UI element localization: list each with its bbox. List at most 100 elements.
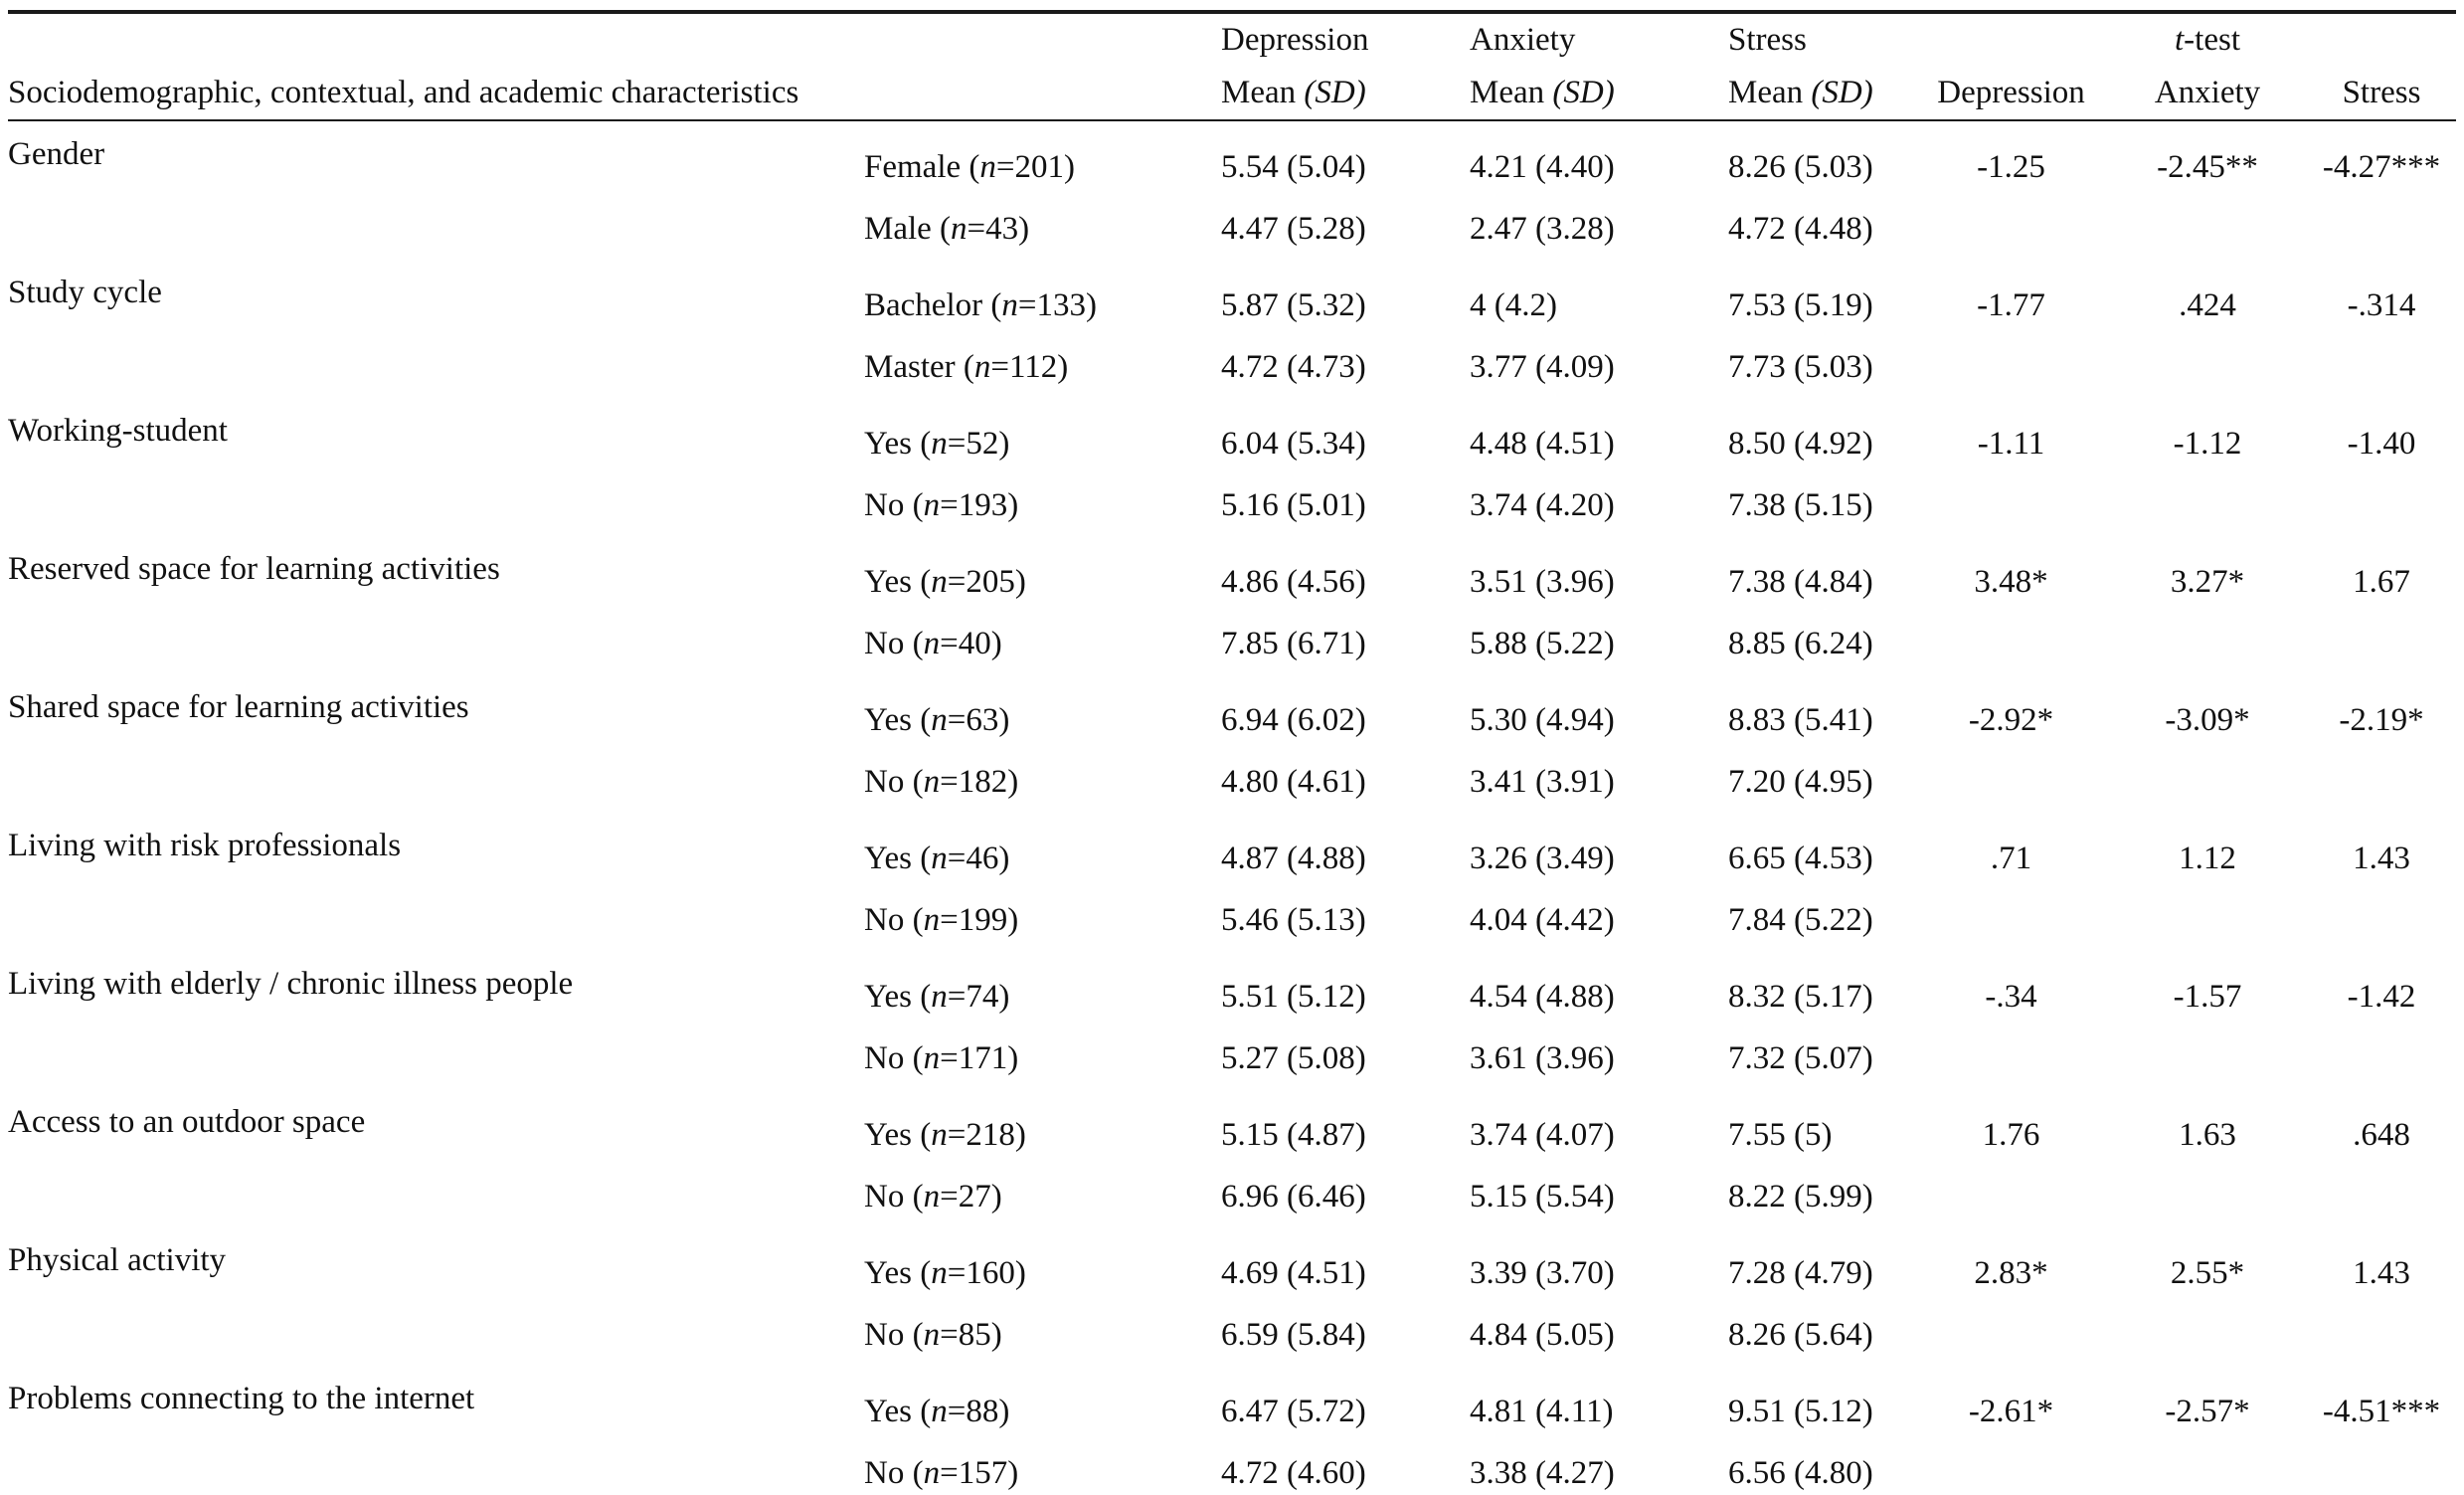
header-spacer <box>2307 12 2456 67</box>
t-stress-cell: -1.40 <box>2347 425 2416 462</box>
t-depression-cell: -2.61* <box>1968 1393 2054 1429</box>
anxiety-mean-cell: 3.39 (3.70) <box>1470 1254 1615 1291</box>
header-characteristics: Sociodemographic, contextual, and academ… <box>8 67 1213 121</box>
t-anxiety-cell: 3.27* <box>2170 563 2245 600</box>
stress-mean-cell: 7.84 (5.22) <box>1728 901 1873 938</box>
t-stress-cell <box>2307 1028 2456 1089</box>
depression-mean-cell: 6.04 (5.34) <box>1221 425 1366 462</box>
stress-mean-cell: 8.26 (5.64) <box>1728 1316 1873 1353</box>
n-symbol: n <box>931 563 948 600</box>
group-cell: No (n=182) <box>864 763 1019 800</box>
mean-label: Mean <box>1728 75 1804 110</box>
table-row: No (n=171) 5.27 (5.08) 3.61 (3.96) 7.32 (5.… <box>8 1028 2456 1089</box>
header-anxiety-mean-sd: Mean (SD) <box>1462 67 1720 121</box>
table-row: Gender Female (n=201) 5.54 (5.04) 4.21 (4.4… <box>8 120 2456 198</box>
t-anxiety-cell: 2.55* <box>2170 1254 2245 1291</box>
depression-mean-cell: 4.72 (4.73) <box>1221 348 1366 385</box>
t-stress-cell <box>2307 889 2456 951</box>
header-t-anxiety: Anxiety <box>2108 67 2307 121</box>
n-symbol: n <box>923 763 941 800</box>
anxiety-mean-cell: 4.54 (4.88) <box>1470 978 1615 1015</box>
anxiety-mean-cell: 2.47 (3.28) <box>1470 210 1615 247</box>
stress-mean-cell: 7.53 (5.19) <box>1728 286 1873 323</box>
mean-label: Mean <box>1470 75 1545 110</box>
stress-mean-cell: 8.26 (5.03) <box>1728 148 1873 185</box>
mean-label: Mean <box>1221 75 1297 110</box>
group-cell: Yes (n=160) <box>864 1254 1026 1291</box>
t-stress-cell <box>2307 1442 2456 1495</box>
header-spacer <box>8 12 864 67</box>
depression-mean-cell: 5.87 (5.32) <box>1221 286 1366 323</box>
t-stress-cell: 1.43 <box>2353 1254 2410 1291</box>
header-stress-scale: Stress <box>1728 22 1807 58</box>
t-anxiety-cell <box>2108 751 2307 813</box>
stress-mean-cell: 7.32 (5.07) <box>1728 1039 1873 1076</box>
n-symbol: n <box>1001 286 1018 323</box>
n-symbol: n <box>931 1254 948 1291</box>
characteristic-cell: Access to an outdoor space <box>8 1104 366 1140</box>
depression-mean-cell: 5.54 (5.04) <box>1221 148 1366 185</box>
anxiety-mean-cell: 3.74 (4.07) <box>1470 1116 1615 1153</box>
depression-mean-cell: 4.80 (4.61) <box>1221 763 1366 800</box>
t-anxiety-cell: 1.63 <box>2179 1116 2236 1153</box>
anxiety-mean-cell: 3.77 (4.09) <box>1470 348 1615 385</box>
header-row-groups: Depression Anxiety Stress t-test <box>8 12 2456 67</box>
stress-mean-cell: 8.32 (5.17) <box>1728 978 1873 1015</box>
group-cell: Yes (n=205) <box>864 563 1026 600</box>
anxiety-mean-cell: 3.38 (4.27) <box>1470 1454 1615 1491</box>
t-anxiety-cell <box>2108 336 2307 398</box>
group-cell: Bachelor (n=133) <box>864 286 1097 323</box>
t-stress-cell: 1.67 <box>2353 563 2410 600</box>
stress-mean-cell: 9.51 (5.12) <box>1728 1393 1873 1429</box>
group-cell: Yes (n=46) <box>864 840 1010 876</box>
group-cell: No (n=27) <box>864 1178 1002 1215</box>
n-symbol: n <box>923 486 941 523</box>
t-anxiety-cell <box>2108 1166 2307 1227</box>
n-symbol: n <box>931 701 948 738</box>
statistics-table: Depression Anxiety Stress t-test Sociode… <box>8 10 2456 1495</box>
header-spacer <box>864 12 1213 67</box>
t-stress-cell: -4.51*** <box>2322 1393 2441 1429</box>
t-anxiety-cell: .424 <box>2179 286 2236 323</box>
t-depression-cell <box>1914 1304 2108 1366</box>
depression-mean-cell: 4.86 (4.56) <box>1221 563 1366 600</box>
depression-mean-cell: 5.27 (5.08) <box>1221 1039 1366 1076</box>
group-cell: Male (n=43) <box>864 210 1030 247</box>
t-stress-cell: -1.42 <box>2347 978 2416 1015</box>
header-t-depression: Depression <box>1914 67 2108 121</box>
t-anxiety-cell: -2.57* <box>2165 1393 2250 1429</box>
t-stress-cell <box>2307 1304 2456 1366</box>
t-depression-cell <box>1914 1028 2108 1089</box>
table-row: Reserved space for learning activities Ye… <box>8 536 2456 613</box>
stress-mean-cell: 7.28 (4.79) <box>1728 1254 1873 1291</box>
characteristic-cell: Gender <box>8 136 105 172</box>
characteristic-cell: Working-student <box>8 413 228 449</box>
t-anxiety-cell: -2.45** <box>2157 148 2258 185</box>
stress-mean-cell: 7.55 (5) <box>1728 1116 1833 1153</box>
t-stress-cell <box>2307 751 2456 813</box>
table-row: Male (n=43) 4.47 (5.28) 2.47 (3.28) 4.72 (4… <box>8 198 2456 260</box>
depression-mean-cell: 5.16 (5.01) <box>1221 486 1366 523</box>
n-symbol: n <box>931 1116 948 1153</box>
t-stress-cell: -4.27*** <box>2322 148 2441 185</box>
anxiety-mean-cell: 4.48 (4.51) <box>1470 425 1615 462</box>
characteristic-cell: Shared space for learning activities <box>8 689 469 725</box>
header-row-columns: Sociodemographic, contextual, and academ… <box>8 67 2456 121</box>
depression-mean-cell: 6.47 (5.72) <box>1221 1393 1366 1429</box>
stress-mean-cell: 8.83 (5.41) <box>1728 701 1873 738</box>
t-depression-cell: -1.25 <box>1977 148 2045 185</box>
t-anxiety-cell <box>2108 613 2307 674</box>
stress-mean-cell: 8.85 (6.24) <box>1728 625 1873 661</box>
t-depression-cell <box>1914 613 2108 674</box>
t-depression-cell <box>1914 751 2108 813</box>
t-stress-cell <box>2307 336 2456 398</box>
t-stress-cell: .648 <box>2353 1116 2410 1153</box>
group-cell: Yes (n=218) <box>864 1116 1026 1153</box>
characteristic-cell: Physical activity <box>8 1242 227 1278</box>
t-stress-cell: 1.43 <box>2353 840 2410 876</box>
group-cell: Master (n=112) <box>864 348 1069 385</box>
anxiety-mean-cell: 5.15 (5.54) <box>1470 1178 1615 1215</box>
table-row: Shared space for learning activities Yes … <box>8 674 2456 751</box>
t-depression-cell: 2.83* <box>1974 1254 2048 1291</box>
t-depression-cell: 1.76 <box>1982 1116 2040 1153</box>
